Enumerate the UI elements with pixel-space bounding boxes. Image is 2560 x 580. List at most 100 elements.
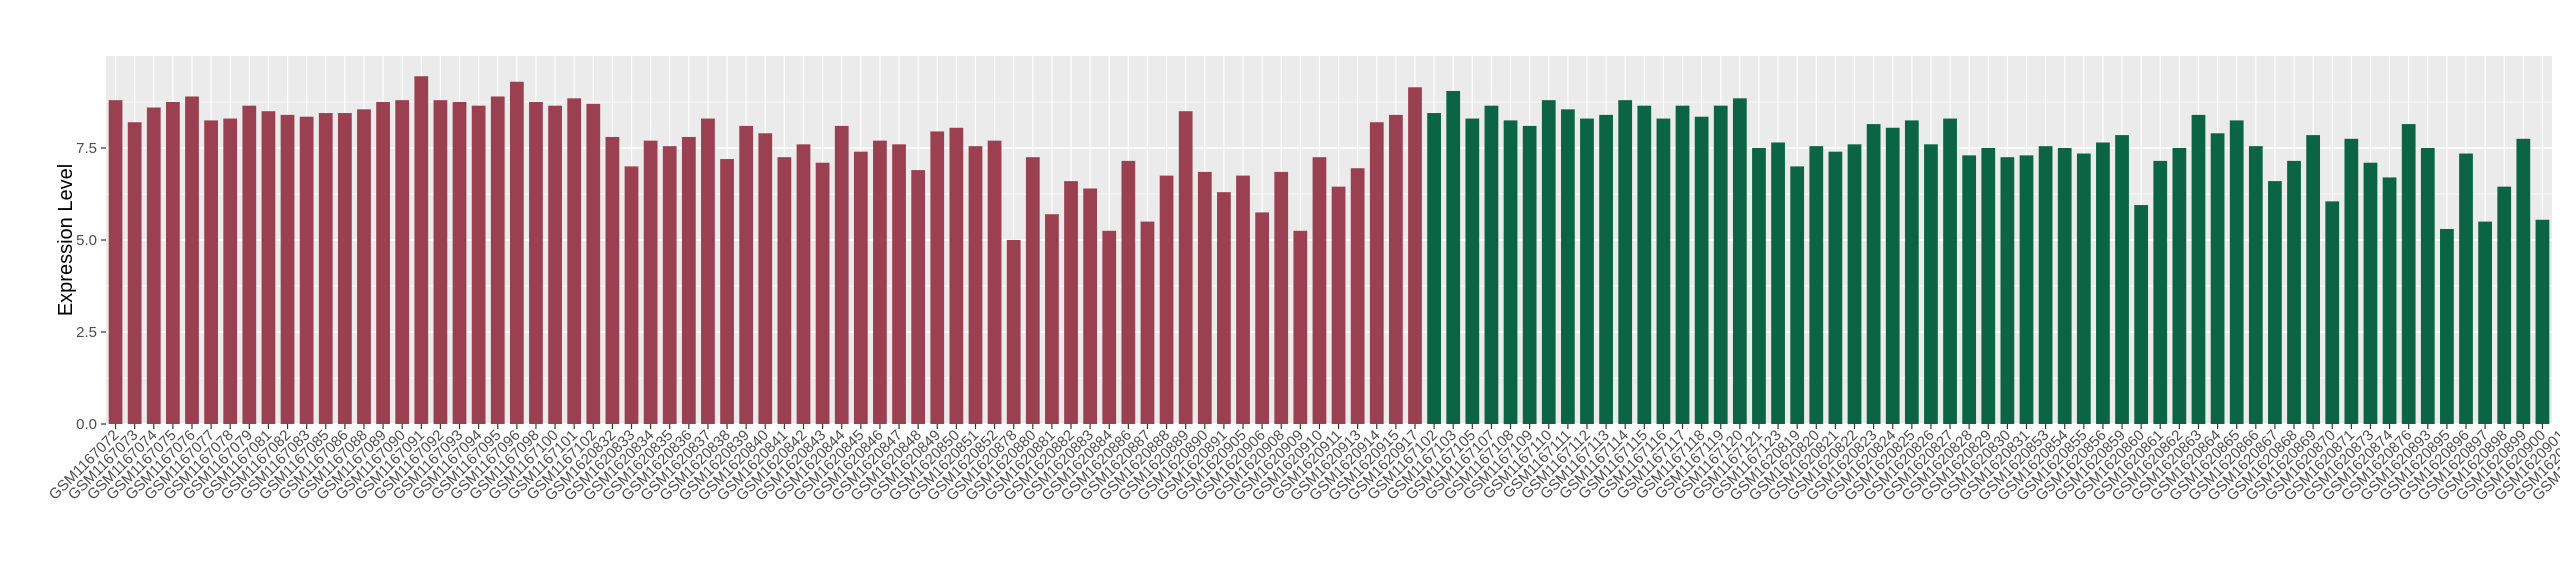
bar [834, 125, 849, 425]
bar [2344, 138, 2359, 425]
bar [204, 120, 218, 425]
bar [1312, 157, 1327, 424]
bar [509, 81, 524, 424]
bar [2268, 181, 2282, 424]
bar [1675, 105, 1690, 425]
bar [376, 102, 390, 424]
bar [796, 144, 811, 424]
bar [1236, 175, 1250, 424]
bar [127, 122, 142, 425]
bar [586, 103, 601, 424]
bars [108, 76, 2550, 425]
bar [1350, 168, 1365, 424]
bar [1885, 127, 1900, 424]
bar [2134, 205, 2149, 424]
bar [146, 107, 161, 425]
bar [108, 100, 123, 424]
bar [548, 105, 562, 425]
bar [2401, 124, 2416, 424]
bar [1637, 105, 1652, 425]
bar [739, 125, 754, 425]
x-axis: GSM1167072GSM1167073GSM1167074GSM1167075… [46, 424, 2560, 504]
bar [1847, 144, 1862, 424]
bar [280, 114, 295, 424]
bar [299, 116, 314, 424]
bar [624, 166, 639, 424]
bar [815, 162, 830, 424]
bar [2287, 160, 2301, 424]
bar [758, 133, 773, 424]
bar [968, 146, 983, 424]
bar [567, 98, 582, 424]
bar [1465, 118, 1480, 424]
bar [2478, 221, 2492, 424]
bar [357, 109, 371, 425]
y-axis-title: Expression Level [55, 164, 77, 316]
bar [2248, 146, 2263, 424]
bar [701, 118, 715, 424]
y-tick-label: 2.5 [76, 324, 97, 341]
bar [337, 113, 352, 424]
bar [1102, 230, 1117, 424]
bar [1006, 240, 1021, 424]
bar [930, 131, 945, 424]
bar [1064, 181, 1078, 424]
bar [892, 144, 906, 424]
y-tick-label: 0.0 [76, 416, 97, 433]
bar [1580, 118, 1594, 424]
bar [2115, 135, 2129, 424]
bar [1389, 114, 1403, 424]
bar [1656, 118, 1671, 424]
bar [2363, 162, 2378, 424]
bar [261, 111, 276, 424]
bar [2153, 160, 2168, 424]
bar [1045, 214, 1059, 424]
bar [1255, 212, 1269, 424]
bar [1771, 142, 1785, 425]
bar [223, 118, 238, 424]
bar [2000, 157, 2015, 424]
bar [1752, 148, 1766, 424]
bar [1866, 124, 1881, 424]
bar [2076, 153, 2091, 424]
bar [949, 127, 964, 424]
bar [1197, 171, 1212, 424]
bar [1541, 100, 1556, 424]
bar [529, 102, 543, 424]
bar [1025, 157, 1040, 424]
bar [2096, 142, 2110, 425]
bar [2516, 138, 2531, 425]
bar [1790, 166, 1805, 424]
bar [1981, 148, 1996, 424]
bar [185, 96, 199, 424]
bar [1408, 87, 1422, 424]
y-tick-label: 7.5 [76, 140, 97, 157]
bar [318, 113, 333, 424]
bar [1618, 100, 1633, 424]
bar [662, 146, 677, 424]
bar [1560, 109, 1575, 425]
bar [2057, 148, 2072, 424]
bar [452, 102, 467, 424]
bar [2229, 120, 2244, 425]
bar [2535, 219, 2550, 424]
bar [1331, 186, 1346, 424]
bar [1962, 155, 1977, 425]
bar [681, 136, 696, 424]
bar [1083, 188, 1098, 424]
bar [605, 136, 620, 424]
bar [2382, 177, 2397, 424]
bar [2440, 228, 2454, 424]
bar [1484, 105, 1499, 425]
bar [166, 102, 180, 424]
bar [2420, 148, 2435, 424]
bar [490, 96, 505, 424]
bar [2210, 133, 2225, 424]
bar [1828, 151, 1843, 424]
bar [2019, 155, 2034, 425]
bar [471, 105, 486, 425]
bar [1446, 90, 1461, 425]
bar [1503, 120, 1518, 425]
